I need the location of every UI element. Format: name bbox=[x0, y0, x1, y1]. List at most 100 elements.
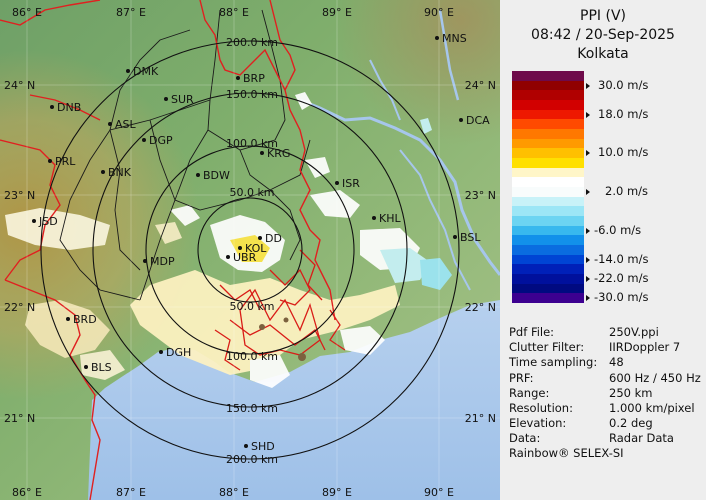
metadata-key: Range: bbox=[509, 385, 550, 400]
metadata-value: IIRDoppler 7 bbox=[609, 340, 681, 355]
colorbar-segment bbox=[512, 90, 584, 101]
city-dot bbox=[244, 444, 248, 448]
colorbar-segment bbox=[512, 80, 584, 91]
city-ubr: UBR bbox=[226, 251, 257, 264]
lon-label-top-89: 89° E bbox=[322, 6, 352, 19]
lon-label-bottom-87: 87° E bbox=[116, 486, 146, 499]
city-label: MNS bbox=[442, 32, 467, 45]
colorbar-segment bbox=[512, 274, 584, 285]
city-dnb: DNB bbox=[50, 101, 81, 114]
city-dmk: DMK bbox=[126, 65, 159, 78]
city-dca: DCA bbox=[459, 114, 490, 127]
colorbar-segment bbox=[512, 235, 584, 246]
city-kol: KOL bbox=[238, 242, 267, 255]
range-label-bottom-200: 200.0 km bbox=[226, 453, 278, 466]
metadata-key: Elevation: bbox=[509, 416, 567, 431]
range-label-bottom-150: 150.0 km bbox=[226, 402, 278, 415]
colorbar-tick-label: 2.0 m/s bbox=[605, 183, 649, 198]
city-dot bbox=[453, 235, 457, 239]
colorbar-segment bbox=[512, 264, 584, 275]
lon-label-bottom-86: 86° E bbox=[12, 486, 42, 499]
colorbar-segment bbox=[512, 158, 584, 169]
city-label: ISR bbox=[342, 177, 360, 190]
city-dot bbox=[66, 317, 70, 321]
city-dot bbox=[48, 159, 52, 163]
city-dot bbox=[260, 151, 264, 155]
range-label-bottom-100: 100.0 km bbox=[226, 350, 278, 363]
info-panel: PPI (V) 08:42 / 20-Sep-2025 Kolkata 30.0… bbox=[500, 0, 706, 500]
lon-label-top-87: 87° E bbox=[116, 6, 146, 19]
city-dot bbox=[143, 259, 147, 263]
city-dd: DD bbox=[258, 232, 282, 245]
city-dot bbox=[258, 236, 262, 240]
station-label: Kolkata bbox=[577, 46, 629, 62]
colorbar-tick-arrow bbox=[586, 82, 590, 89]
colorbar-segment bbox=[512, 225, 584, 236]
metadata-row: Data: Radar Data bbox=[509, 431, 704, 445]
colorbar-segment bbox=[512, 109, 584, 120]
city-label: ASL bbox=[115, 118, 137, 131]
colorbar-segment bbox=[512, 71, 584, 82]
city-label: SHD bbox=[251, 440, 275, 453]
city-prl: PRL bbox=[48, 155, 76, 168]
colorbar-segment bbox=[512, 216, 584, 227]
velocity-colorbar bbox=[512, 71, 584, 304]
metadata-value: 48 bbox=[609, 355, 624, 370]
city-shd: SHD bbox=[244, 440, 275, 453]
lon-label-bottom-88: 88° E bbox=[219, 486, 249, 499]
city-khl: KHL bbox=[372, 212, 401, 225]
colorbar-segment bbox=[512, 167, 584, 178]
colorbar-tick-label: 30.0 m/s bbox=[598, 77, 649, 92]
city-dot bbox=[372, 216, 376, 220]
city-label: BRD bbox=[73, 313, 97, 326]
city-label: KHL bbox=[379, 212, 401, 225]
city-asl: ASL bbox=[108, 118, 137, 131]
city-label: MDP bbox=[150, 255, 175, 268]
city-sur: SUR bbox=[164, 93, 194, 106]
colorbar-segment bbox=[512, 245, 584, 256]
lat-label-left-21: 21° N bbox=[4, 412, 35, 425]
colorbar-tick-label: 10.0 m/s bbox=[598, 145, 649, 160]
colorbar-tick-label: -6.0 m/s bbox=[594, 222, 642, 237]
colorbar-segment bbox=[512, 148, 584, 159]
colorbar-tick-label: -14.0 m/s bbox=[594, 251, 649, 266]
colorbar-segment bbox=[512, 138, 584, 149]
city-bls: BLS bbox=[84, 361, 112, 374]
colorbar-tick-arrow bbox=[586, 188, 590, 195]
city-label: DGH bbox=[166, 346, 191, 359]
metadata-key: Resolution: bbox=[509, 401, 573, 415]
colorbar-segment bbox=[512, 283, 584, 294]
metadata-value: 600 Hz / 450 Hz bbox=[609, 370, 701, 385]
city-dot bbox=[101, 170, 105, 174]
colorbar-segment bbox=[512, 177, 584, 188]
city-label: PRL bbox=[55, 155, 76, 168]
city-dot bbox=[164, 97, 168, 101]
metadata-row: Clutter Filter: IIRDoppler 7 bbox=[509, 340, 704, 354]
city-label: BDW bbox=[203, 169, 230, 182]
city-label: DNB bbox=[57, 101, 81, 114]
range-ring-100 bbox=[145, 145, 355, 355]
metadata-key: PRF: bbox=[509, 370, 534, 385]
city-label: DMK bbox=[133, 65, 159, 78]
city-label: UBR bbox=[233, 251, 257, 264]
colorbar-tick-arrow bbox=[586, 111, 590, 118]
colorbar-segment bbox=[512, 129, 584, 140]
metadata-key: Data: bbox=[509, 431, 541, 446]
colorbar-tick-arrow bbox=[586, 295, 590, 302]
product-title: PPI (V) bbox=[580, 8, 626, 24]
radar-map: 200.0 km 150.0 km 100.0 km 50.0 km 50.0 … bbox=[0, 0, 500, 500]
city-label: DCA bbox=[466, 114, 490, 127]
city-mns: MNS bbox=[435, 32, 467, 45]
city-label: JSD bbox=[38, 215, 58, 228]
metadata-row: Resolution: 1.000 km/pixel bbox=[509, 401, 704, 415]
datetime-label: 08:42 / 20-Sep-2025 bbox=[531, 27, 675, 43]
city-bnk: BNK bbox=[101, 166, 132, 179]
colorbar-tick-label: -30.0 m/s bbox=[594, 290, 649, 305]
lat-label-right-21: 21° N bbox=[465, 412, 496, 425]
city-markers: MNS DMK BRP DNB SUR DCA ASL DGP KRG PRL BNK BDW ISR K… bbox=[32, 32, 490, 453]
city-dot bbox=[84, 365, 88, 369]
range-label-top-200: 200.0 km bbox=[226, 36, 278, 49]
colorbar-tick-arrow bbox=[586, 275, 590, 282]
colorbar-tick-arrow bbox=[586, 150, 590, 157]
